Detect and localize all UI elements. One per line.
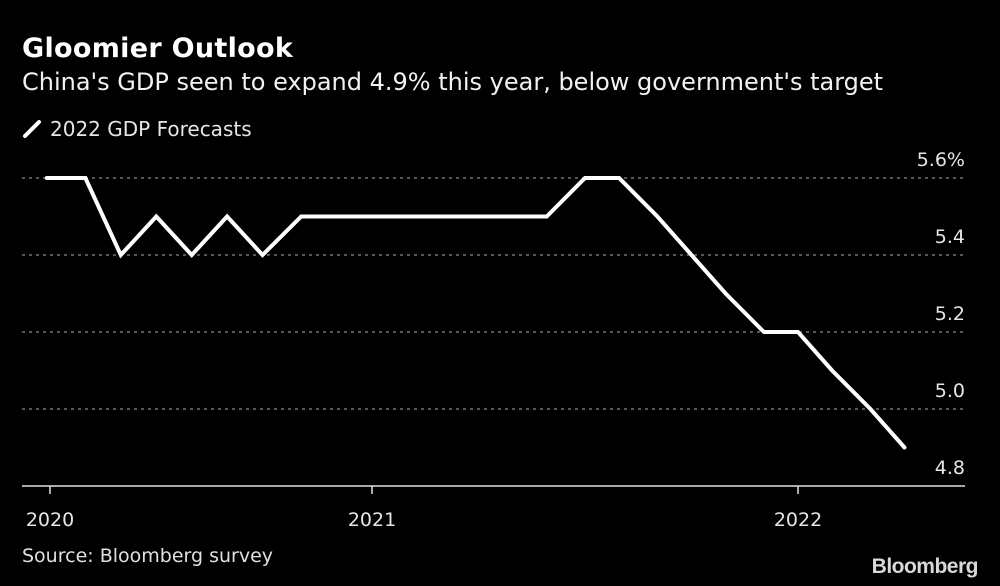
bloomberg-logo: Bloomberg xyxy=(871,555,979,578)
y-tick-label: 5.6% xyxy=(917,149,965,171)
legend: 2022 GDP Forecasts xyxy=(22,117,252,141)
series-line xyxy=(44,176,907,450)
y-tick-label: 4.8 xyxy=(935,457,965,479)
legend-line-icon xyxy=(23,120,41,138)
chart-subtitle: China's GDP seen to expand 4.9% this yea… xyxy=(22,68,884,96)
source-note: Source: Bloomberg survey xyxy=(22,545,274,567)
y-tick-label: 5.2 xyxy=(935,303,965,325)
series-layer xyxy=(44,176,907,450)
chart-title: Gloomier Outlook xyxy=(22,33,294,64)
x-tick-label: 2022 xyxy=(774,509,822,531)
x-axis: 2020 2021 2022 xyxy=(22,485,965,531)
y-axis-labels: 5.6% 5.4 5.2 5.0 4.8 xyxy=(917,149,965,479)
legend-label: 2022 GDP Forecasts xyxy=(50,117,252,141)
y-tick-label: 5.0 xyxy=(935,380,965,402)
x-tick-label: 2020 xyxy=(26,509,74,531)
gridlines xyxy=(22,177,965,410)
y-tick-label: 5.4 xyxy=(935,226,965,248)
x-tick-label: 2021 xyxy=(348,509,396,531)
